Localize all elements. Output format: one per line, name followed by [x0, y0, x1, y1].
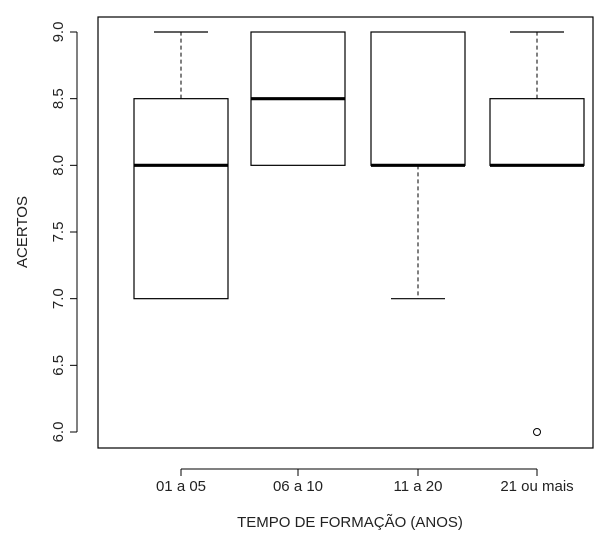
x-axis-title: TEMPO DE FORMAÇÃO (ANOS) [237, 514, 463, 531]
box [133, 98, 229, 300]
box [489, 98, 585, 166]
plot-layer: 6.0 6.5 7.0 7.5 8.0 8.5 9.0 01 a 05 06 a 10 11 a … [50, 16, 594, 495]
y-tick-label: 6.0 [50, 422, 67, 443]
x-tick-label: 01 a 05 [156, 478, 206, 495]
box [370, 31, 466, 166]
y-tick-label: 6.5 [50, 355, 67, 376]
y-tick-label: 7.0 [50, 288, 67, 309]
x-tick-label: 21 ou mais [500, 478, 573, 495]
y-axis-title: ACERTOS [14, 196, 31, 268]
y-tick-label: 7.5 [50, 222, 67, 243]
x-tick-label: 11 a 20 [394, 478, 443, 495]
x-tick-label: 06 a 10 [273, 478, 323, 495]
outlier-point [533, 428, 541, 436]
y-tick-label: 9.0 [50, 22, 67, 43]
y-tick-label: 8.5 [50, 88, 67, 109]
plot-frame [97, 16, 594, 449]
y-tick-label: 8.0 [50, 155, 67, 176]
